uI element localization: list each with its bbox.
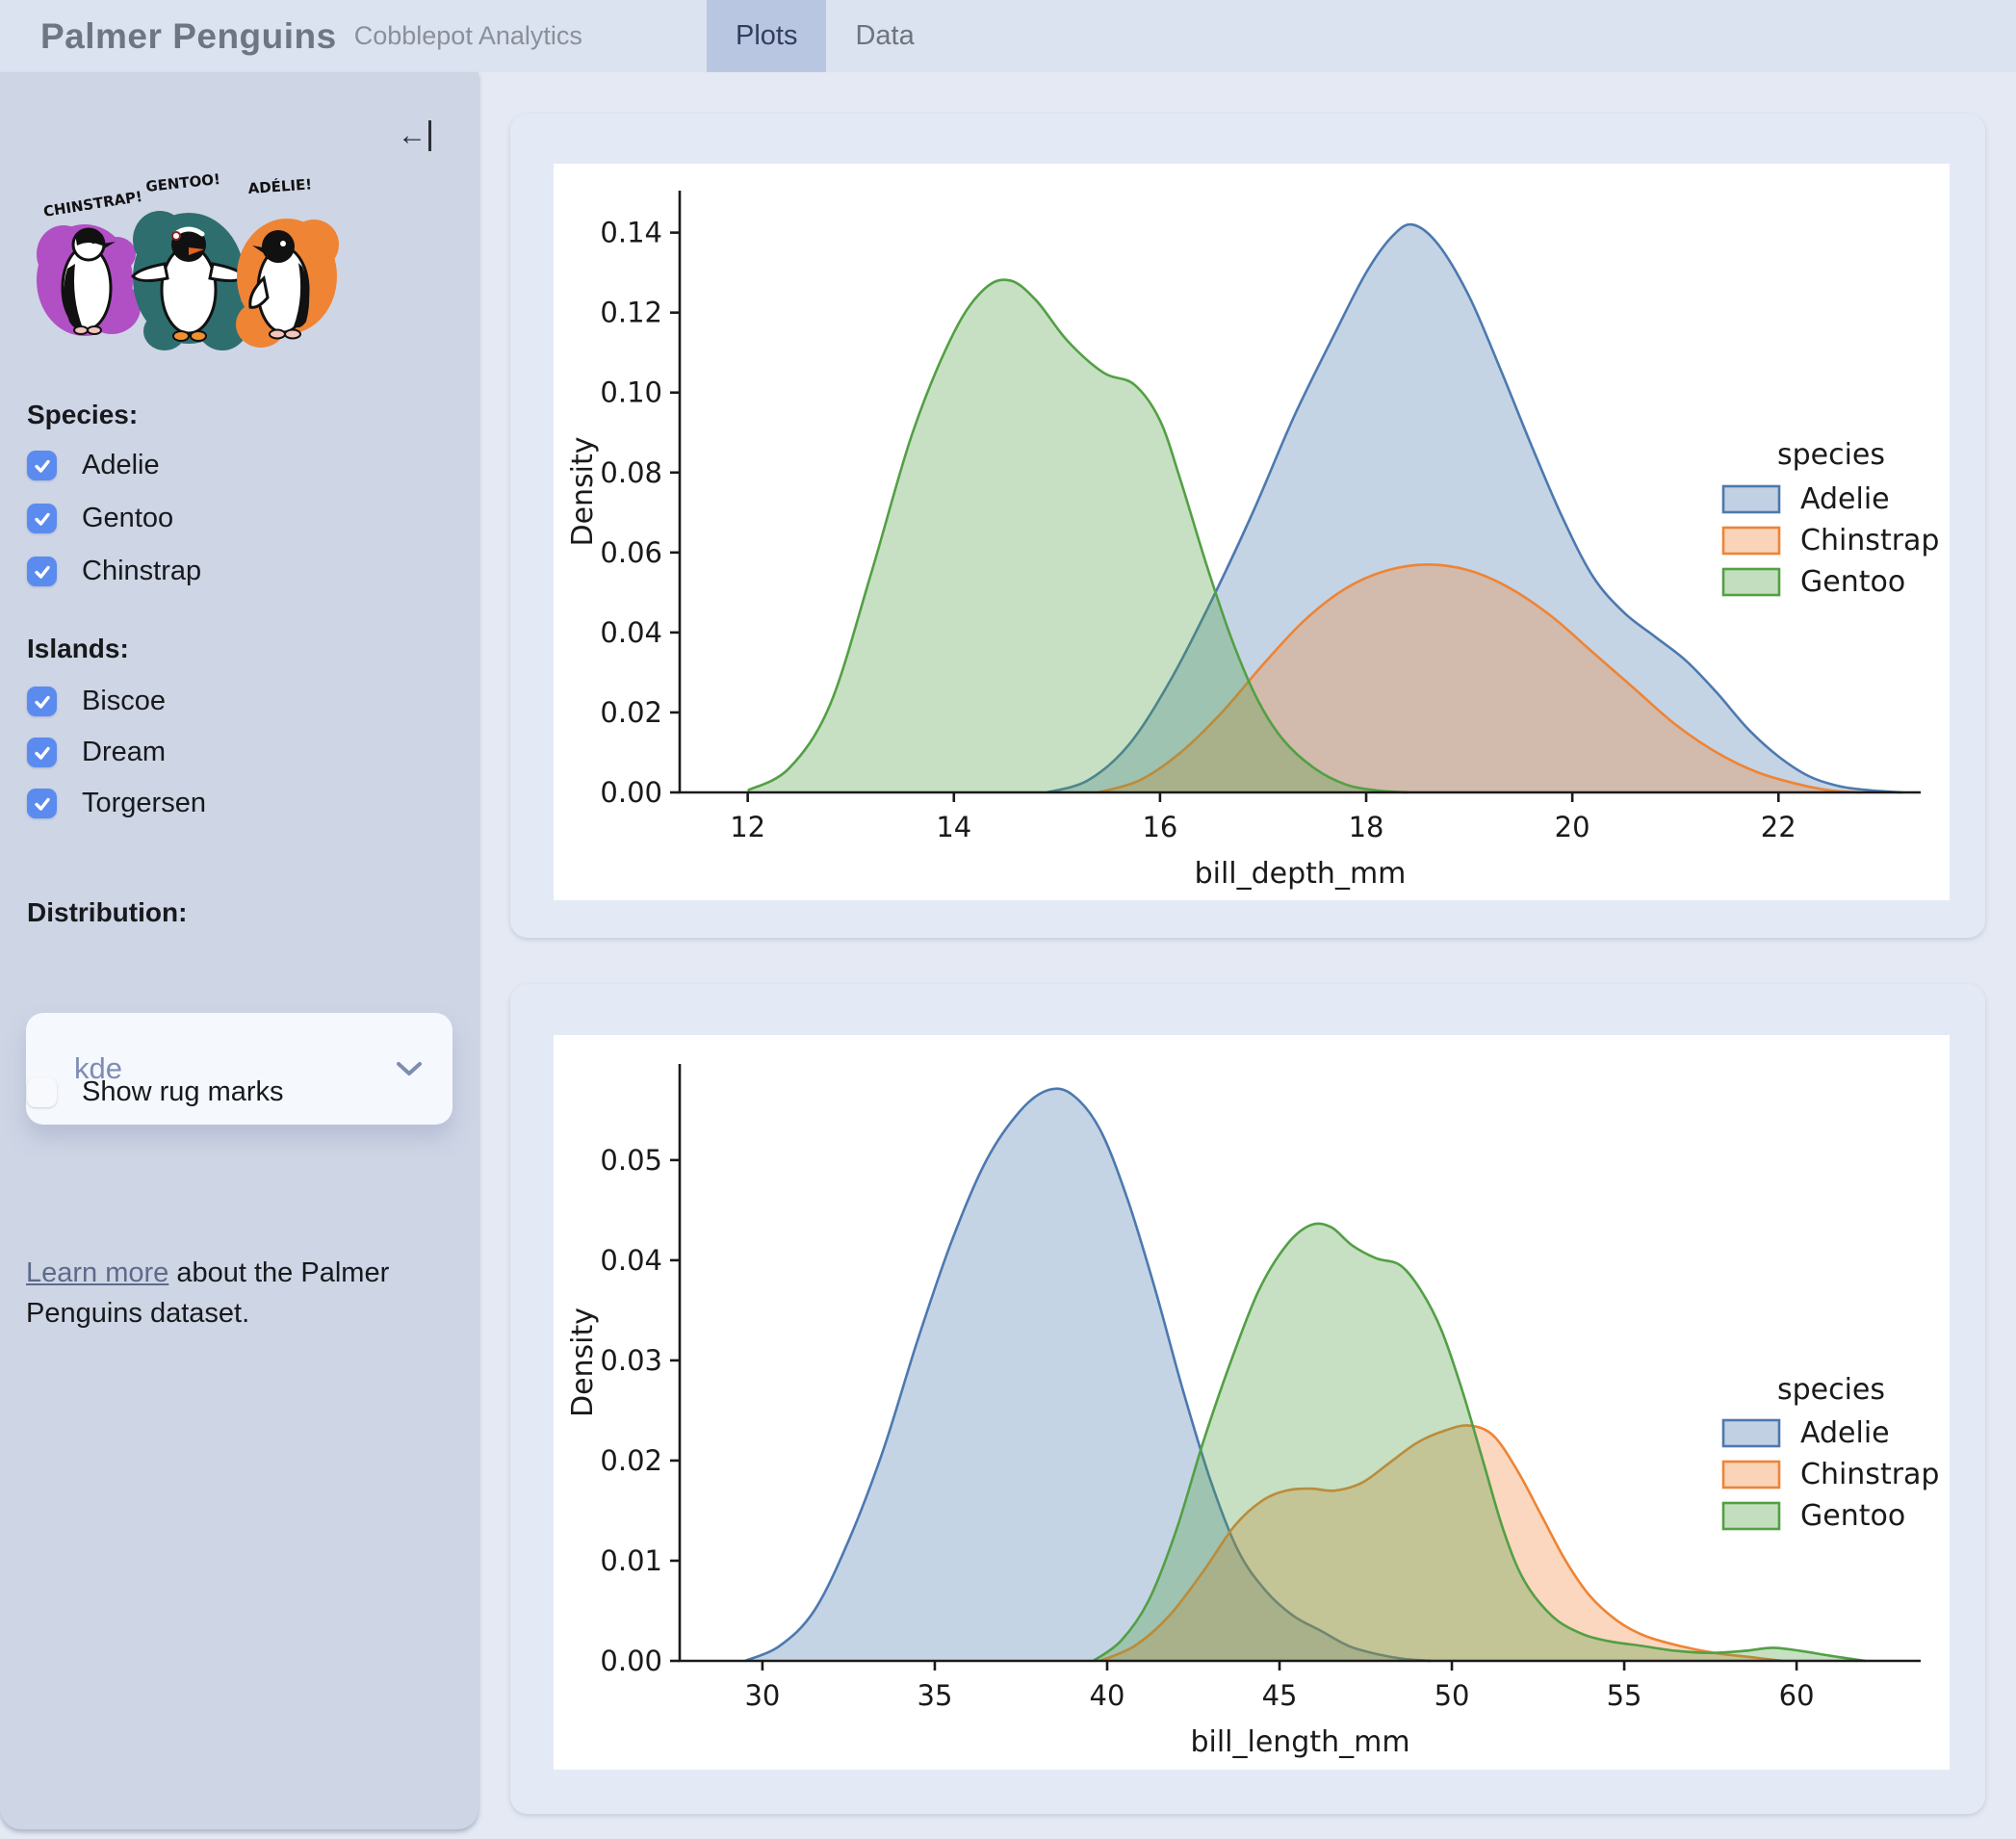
adelie-splash xyxy=(236,219,339,348)
svg-text:Density: Density xyxy=(566,1308,600,1417)
svg-text:14: 14 xyxy=(936,811,971,843)
svg-text:30: 30 xyxy=(744,1679,780,1712)
plot-card-bill-depth: 0.00 0.02 0.04 0.06 0.08 0.10 0.12 0.14 12 14 16 18… xyxy=(510,114,1985,938)
svg-text:0.00: 0.00 xyxy=(600,776,662,809)
plot-card-bill-length: 0.00 0.01 0.02 0.03 0.04 0.05 30 35 40 45 50 55 60 bi… xyxy=(510,984,1985,1814)
svg-text:45: 45 xyxy=(1262,1679,1298,1712)
tab-data[interactable]: Data xyxy=(855,20,915,51)
checkbox-label: Adelie xyxy=(82,450,160,480)
svg-text:0.02: 0.02 xyxy=(600,696,662,729)
svg-text:0.12: 0.12 xyxy=(600,297,662,329)
svg-text:50: 50 xyxy=(1434,1679,1470,1712)
svg-text:0.08: 0.08 xyxy=(600,456,662,489)
checkbox-island-dream[interactable]: Dream xyxy=(27,737,166,768)
distribution-select[interactable]: kde xyxy=(26,1013,452,1125)
checkbox-label: Dream xyxy=(82,737,167,767)
checkbox-label: Torgersen xyxy=(82,788,206,818)
density-plot-bill-length: 0.00 0.01 0.02 0.03 0.04 0.05 30 35 40 45 50 55 60 bi… xyxy=(566,1064,1939,1759)
svg-text:Gentoo: Gentoo xyxy=(1800,1499,1905,1533)
svg-text:0.10: 0.10 xyxy=(600,376,662,409)
svg-text:Gentoo: Gentoo xyxy=(1800,565,1905,599)
artwork-label-adelie: ADÉLIE! xyxy=(247,174,313,197)
distribution-selected-value: kde xyxy=(74,1051,122,1085)
svg-text:0.14: 0.14 xyxy=(600,217,662,249)
svg-text:bill_length_mm: bill_length_mm xyxy=(1190,1725,1409,1759)
svg-text:species: species xyxy=(1777,1373,1885,1407)
checkbox-icon xyxy=(27,686,57,716)
checkbox-label: Show rug marks xyxy=(82,1076,284,1107)
checkbox-species-adelie[interactable]: Adelie xyxy=(27,450,160,481)
app-subtitle: Cobblepot Analytics xyxy=(353,21,582,50)
checkbox-show-rug-marks[interactable]: Show rug marks xyxy=(27,1076,284,1108)
check-icon xyxy=(34,512,50,526)
check-icon xyxy=(34,797,50,811)
checkbox-species-chinstrap[interactable]: Chinstrap xyxy=(27,556,201,587)
svg-text:Density: Density xyxy=(566,436,600,546)
chinstrap-splash xyxy=(37,224,141,336)
svg-text:Chinstrap: Chinstrap xyxy=(1800,524,1939,557)
svg-text:species: species xyxy=(1777,438,1885,472)
checkbox-island-biscoe[interactable]: Biscoe xyxy=(27,686,166,717)
checkbox-label: Chinstrap xyxy=(82,556,202,586)
checkbox-species-gentoo[interactable]: Gentoo xyxy=(27,503,173,534)
figure-bill-depth: 0.00 0.02 0.04 0.06 0.08 0.10 0.12 0.14 12 14 16 18… xyxy=(554,164,1950,900)
checkbox-icon xyxy=(27,1077,57,1107)
check-icon xyxy=(34,695,50,709)
islands-heading: Islands: xyxy=(27,634,129,663)
checkbox-icon xyxy=(27,451,57,480)
artwork-label-gentoo: GENTOO! xyxy=(145,170,221,195)
svg-text:0.03: 0.03 xyxy=(600,1344,662,1377)
svg-text:18: 18 xyxy=(1349,811,1384,843)
svg-text:bill_depth_mm: bill_depth_mm xyxy=(1195,857,1407,891)
svg-text:35: 35 xyxy=(918,1679,953,1712)
gentoo-splash xyxy=(131,211,249,350)
checkbox-icon xyxy=(27,738,57,767)
svg-text:0.04: 0.04 xyxy=(600,616,662,649)
svg-text:0.00: 0.00 xyxy=(600,1645,662,1677)
svg-text:0.02: 0.02 xyxy=(600,1444,662,1477)
check-icon xyxy=(34,565,50,579)
svg-text:20: 20 xyxy=(1555,811,1590,843)
svg-text:Adelie: Adelie xyxy=(1800,482,1890,516)
checkbox-label: Biscoe xyxy=(82,686,167,716)
artwork-label-chinstrap: CHINSTRAP! xyxy=(42,188,143,220)
learn-more-rest: about the Palmer Penguins dataset. xyxy=(26,1257,390,1330)
svg-text:Chinstrap: Chinstrap xyxy=(1800,1458,1939,1491)
svg-text:Adelie: Adelie xyxy=(1800,1416,1890,1450)
check-icon xyxy=(34,746,50,760)
svg-text:40: 40 xyxy=(1090,1679,1125,1712)
learn-more-text: Learn more about the Palmer Penguins dat… xyxy=(26,1253,430,1334)
svg-text:12: 12 xyxy=(730,811,765,843)
sidebar: ← xyxy=(0,72,478,1829)
checkbox-label: Gentoo xyxy=(82,503,174,533)
app-header: Palmer Penguins Cobblepot Analytics Plot… xyxy=(0,0,2016,72)
svg-text:0.05: 0.05 xyxy=(600,1144,662,1177)
svg-text:0.04: 0.04 xyxy=(600,1244,662,1277)
svg-text:60: 60 xyxy=(1779,1679,1815,1712)
penguin-artwork-image: CHINSTRAP! GENTOO! ADÉLIE! xyxy=(37,170,339,350)
density-plot-bill-depth: 0.00 0.02 0.04 0.06 0.08 0.10 0.12 0.14 12 14 16 18… xyxy=(566,191,1939,891)
check-icon xyxy=(34,459,50,473)
chevron-down-icon xyxy=(397,1062,422,1075)
tab-plots[interactable]: Plots xyxy=(707,0,827,72)
distribution-heading: Distribution: xyxy=(27,897,188,927)
checkbox-icon xyxy=(27,789,57,818)
collapse-sidebar-icon[interactable]: ← xyxy=(398,118,436,153)
figure-bill-length: 0.00 0.01 0.02 0.03 0.04 0.05 30 35 40 45 50 55 60 bi… xyxy=(554,1035,1950,1770)
checkbox-island-torgersen[interactable]: Torgersen xyxy=(27,788,206,819)
learn-more-link[interactable]: Learn more xyxy=(26,1257,169,1288)
species-heading: Species: xyxy=(27,400,139,429)
checkbox-icon xyxy=(27,504,57,533)
svg-text:55: 55 xyxy=(1607,1679,1642,1712)
app-title: Palmer Penguins xyxy=(40,15,337,56)
svg-text:0.01: 0.01 xyxy=(600,1544,662,1577)
svg-text:22: 22 xyxy=(1761,811,1796,843)
checkbox-icon xyxy=(27,557,57,586)
nav-tabs: Plots Data xyxy=(707,0,943,72)
svg-text:0.06: 0.06 xyxy=(600,536,662,569)
svg-text:16: 16 xyxy=(1142,811,1177,843)
